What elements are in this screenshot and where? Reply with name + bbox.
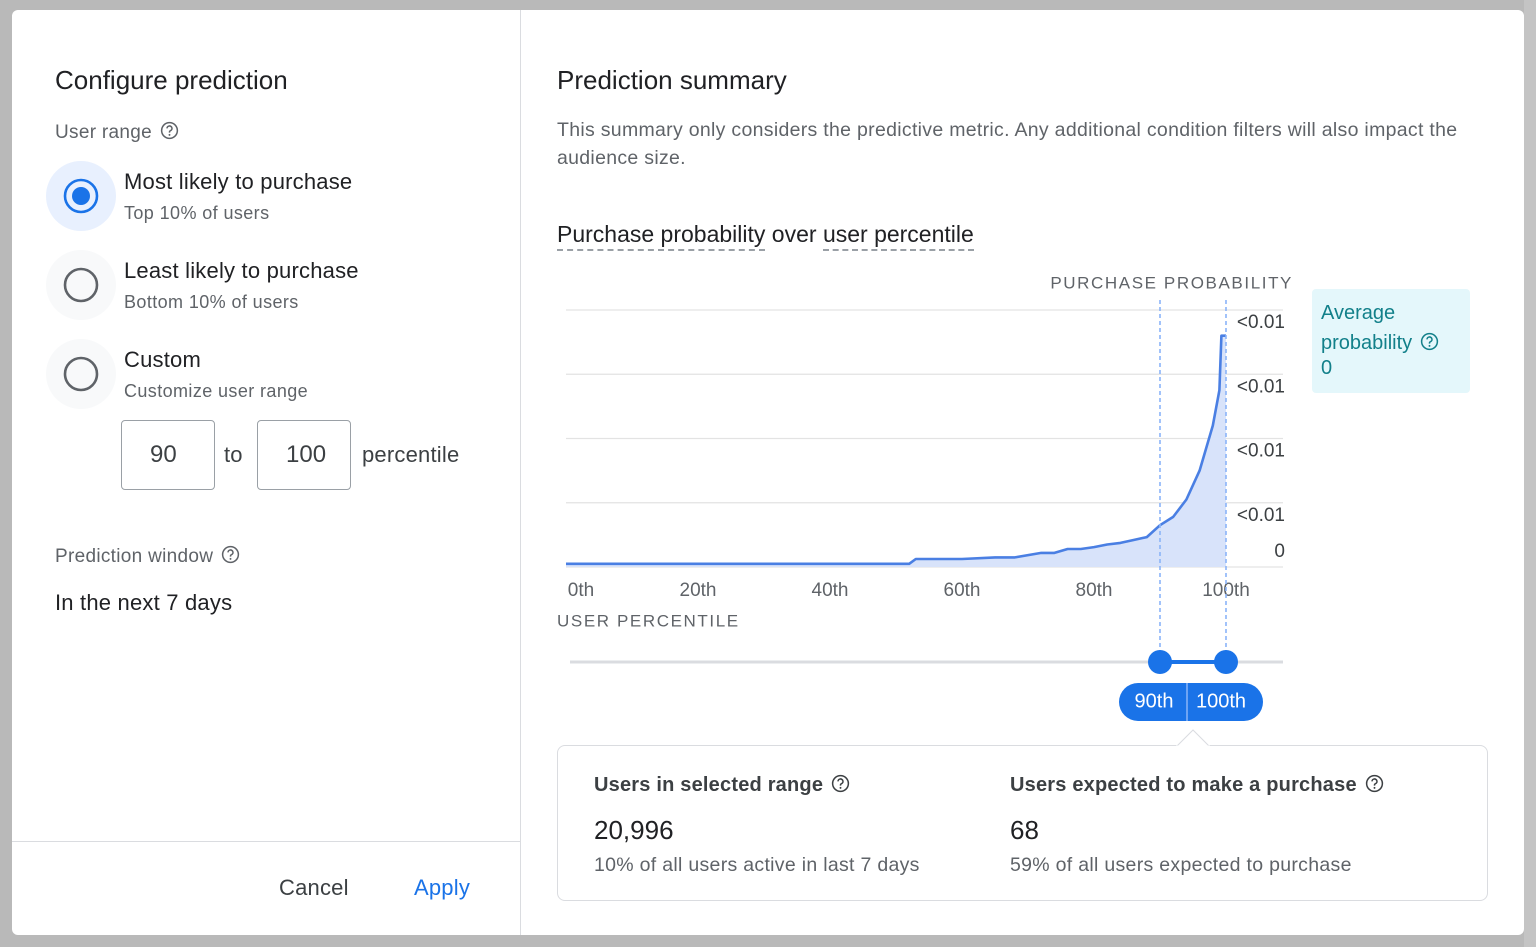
configure-title: Configure prediction (55, 65, 288, 95)
handle-label: 90th (1135, 690, 1174, 712)
label-text: Users in selected range (594, 774, 824, 796)
option-label[interactable]: Most likely to purchase (124, 169, 353, 194)
x-tick-label: 80th (1076, 580, 1113, 601)
help-icon[interactable] (160, 121, 179, 140)
stat-note: 10% of all users active in last 7 days (594, 854, 920, 876)
slider-handle[interactable] (1148, 650, 1172, 674)
heading-term[interactable]: Purchase probability (557, 221, 766, 251)
x-tick-label: 40th (812, 580, 849, 601)
option-sublabel: Top 10% of users (124, 203, 270, 223)
stat-value: 20,996 (594, 815, 674, 845)
y-tick-label: <0.01 (1237, 376, 1285, 397)
option-sublabel: Bottom 10% of users (124, 292, 299, 312)
help-icon[interactable] (221, 545, 240, 564)
cancel-button[interactable]: Cancel (279, 875, 349, 900)
option-label[interactable]: Least likely to purchase (124, 258, 359, 283)
panel-divider (520, 10, 521, 935)
y-tick-label: <0.01 (1237, 312, 1285, 333)
x-tick-label: 20th (680, 580, 717, 601)
chart-heading: Purchase probability over user percentil… (557, 221, 974, 251)
help-icon[interactable] (1420, 332, 1439, 351)
user-range-label: User range (55, 121, 179, 144)
range-separator: to (224, 442, 243, 467)
summary-title: Prediction summary (557, 65, 787, 95)
y-tick-label: <0.01 (1237, 441, 1285, 462)
y-axis-title: PURCHASE PROBABILITY (1050, 273, 1293, 292)
handle-label-bg (1119, 683, 1263, 721)
x-axis-title: USER PERCENTILE (557, 611, 740, 630)
label-text: Average probability (1321, 302, 1413, 354)
average-label: Average probability (1321, 298, 1466, 358)
handle-label: 100th (1196, 690, 1246, 712)
footer-divider (12, 841, 520, 842)
radio-button[interactable] (45, 338, 117, 410)
summary-description: This summary only considers the predicti… (557, 119, 1458, 169)
prediction-window-value: In the next 7 days (55, 590, 233, 615)
label-text: User range (55, 122, 152, 143)
range-unit: percentile (362, 442, 460, 467)
average-box (1312, 289, 1470, 393)
backdrop-strip (1524, 0, 1536, 947)
card-pointer (1176, 729, 1210, 747)
average-value: 0 (1321, 357, 1333, 379)
y-tick-label: <0.01 (1237, 505, 1285, 526)
range-to-input[interactable]: 100 (257, 420, 351, 490)
option-sublabel: Customize user range (124, 381, 309, 401)
radio-button[interactable] (45, 160, 117, 232)
stat-label: Users in selected range (594, 774, 850, 797)
radio-button[interactable] (45, 249, 117, 321)
range-from-input[interactable]: 90 (121, 420, 215, 490)
heading-text: over (771, 221, 817, 247)
help-icon[interactable] (831, 774, 850, 793)
y-tick-label: 0 (1274, 541, 1285, 562)
prediction-window-label: Prediction window (55, 545, 240, 568)
x-tick-label: 60th (944, 580, 981, 601)
label-text: Users expected to make a purchase (1010, 774, 1357, 796)
option-label[interactable]: Custom (124, 347, 201, 372)
heading-term[interactable]: user percentile (822, 221, 974, 251)
area (566, 335, 1226, 567)
stats-card (557, 745, 1488, 901)
apply-button[interactable]: Apply (414, 875, 471, 900)
stat-label: Users expected to make a purchase (1010, 774, 1384, 797)
label-text: Prediction window (55, 546, 214, 567)
help-icon[interactable] (1365, 774, 1384, 793)
slider-handle[interactable] (1214, 650, 1238, 674)
x-tick-label: 0th (568, 580, 594, 601)
stat-note: 59% of all users expected to purchase (1010, 854, 1352, 876)
line (566, 334, 1226, 566)
stat-value: 68 (1010, 815, 1039, 845)
